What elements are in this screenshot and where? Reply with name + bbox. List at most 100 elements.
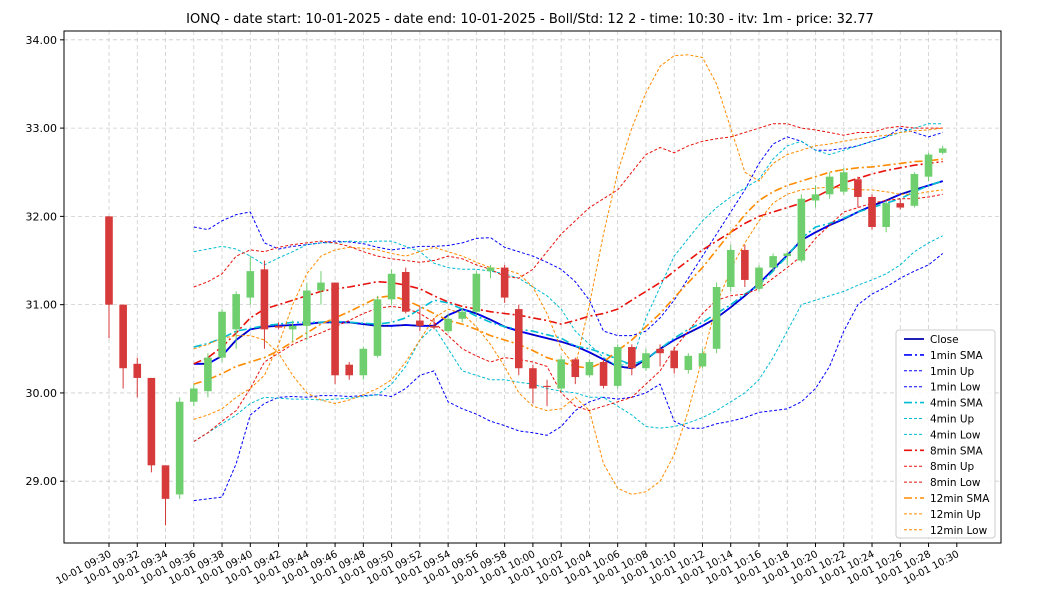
candle-body-down [500,267,509,298]
candle-body-up [783,253,792,257]
candle-body-down [345,364,354,376]
candle-body-up [189,388,198,402]
y-tick-label: 33.00 [26,122,58,135]
candle-body-down [274,325,283,328]
legend: Close 1min SMA 1min Up 1min Low 4min SMA 4min… [895,329,996,539]
candle-body-up [642,353,650,369]
candle-body-down [331,282,339,376]
candle-body-up [825,176,834,195]
candles [105,145,947,526]
legend-label: Close [930,334,959,346]
candle-body-up [373,299,382,356]
candle-body-up [303,290,311,326]
legend-label: 12min Up [930,509,981,521]
candle-body-down [161,465,170,499]
legend-label: 4min SMA [930,398,984,410]
legend-label: 4min Low [930,429,981,441]
candle-body-up [387,273,396,300]
series-line-4min-up [193,123,943,367]
candle-body-down [670,350,678,369]
candle-body-up [218,311,226,358]
candle-body-up [486,267,495,272]
series-line-1min-low [193,253,944,502]
legend-label: 12min SMA [930,493,990,505]
candle-body-up [232,294,240,330]
candle-body-up [811,194,820,201]
series-line-8min-low [193,193,943,442]
series-line-4min-sma [193,180,943,366]
legend-label: 1min Low [930,382,981,394]
legend-label: 8min Up [930,461,975,473]
candle-body-down [599,362,608,386]
candle-body-up [359,348,368,376]
legend-label: 1min SMA [930,350,984,362]
candle-body-down [105,216,113,305]
candle-body-up [698,353,707,367]
candle-body-up [924,154,933,177]
candle-body-down [854,179,862,197]
candle-body-up [458,311,467,319]
y-tick-label: 32.00 [26,210,58,223]
chart-title: IONQ - date start: 10-01-2025 - date end… [186,12,874,27]
legend-label: 1min Up [930,366,975,378]
candle-body-up [317,282,325,291]
candle-body-down [430,325,438,328]
legend-label: 8min Low [930,477,981,489]
candle-body-up [839,172,848,192]
candle-body-up [288,325,297,330]
legend-label: 8min SMA [930,445,984,457]
candle-body-up [882,203,890,227]
candle-body-up [769,256,777,268]
y-axis: 29.00 30.00 31.00 32.00 33.00 34.00 [26,34,64,488]
legend-label: 4min Up [930,414,975,426]
candle-body-up [797,198,806,261]
y-tick-label: 34.00 [26,34,58,47]
candle-body-down [416,320,424,326]
y-tick-label: 31.00 [26,299,58,312]
candle-body-down [656,348,664,354]
candle-body-down [133,363,142,378]
candle-body-up [444,318,452,332]
series-line-1min-sma [193,180,943,370]
candle-body-up [246,271,255,298]
candle-body-down [147,377,156,466]
candle-body-up [726,249,735,287]
indicator-lines [193,54,944,502]
candle-body-down [401,271,410,312]
series-line-4min-low [193,235,943,442]
candle-body-up [557,359,565,389]
candle-body-up [910,174,919,206]
y-tick-label: 29.00 [26,475,58,488]
candle-body-up [175,401,184,495]
legend-label: 12min Low [930,525,988,537]
candle-body-down [529,368,537,389]
series-line-12min-low [193,186,943,495]
candle-body-up [204,357,212,392]
candle-body-down [514,309,523,369]
candle-body-down [896,203,905,208]
series-line-1min-up [193,127,943,337]
candle-body-down [868,196,876,227]
legend-box [895,329,996,539]
candle-body-down [741,249,749,280]
candle-body-up [712,287,721,349]
candle-body-up [938,148,947,153]
series-line-8min-sma [193,160,943,365]
series-line-close [193,180,943,370]
candle-body-down [260,269,269,330]
candle-body-up [613,347,622,386]
series-line-12min-up [193,54,943,420]
candle-body-up [472,273,481,312]
y-tick-label: 30.00 [26,387,58,400]
candle-body-up [585,362,594,376]
candle-body-up [755,267,763,289]
candle-body-down [571,359,580,378]
candle-body-down [628,347,636,369]
candle-body-up [684,355,693,370]
candle-body-down [543,385,551,388]
candle-body-down [119,304,127,369]
series-line-8min-up [193,123,943,288]
